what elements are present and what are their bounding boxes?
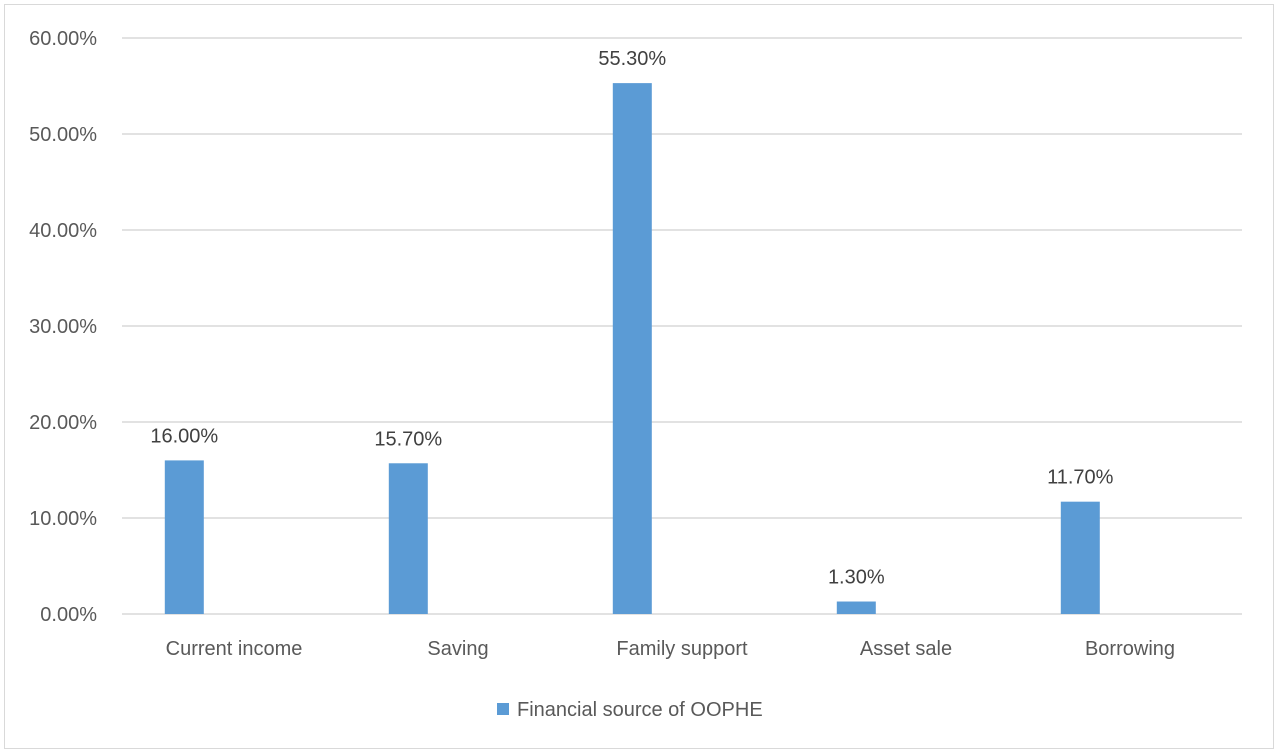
data-label: 1.30% [828,567,885,589]
y-tick-label: 60.00% [29,28,97,50]
y-tick-label: 40.00% [29,220,97,242]
bar [836,601,876,614]
y-tick-label: 30.00% [29,316,97,338]
y-axis-tick-labels: 0.00% 10.00% 20.00% 30.00% 40.00% 50.00% 60.00… [29,28,97,626]
bars [164,83,1100,615]
x-axis-tick-labels: Current income Saving Family support Asset … [166,638,1175,660]
bar [612,83,652,615]
bar [1060,501,1100,614]
bar [388,463,428,614]
x-tick-label: Borrowing [1085,638,1175,660]
data-labels: 16.00% 15.70% 55.30% 1.30% 11.70% [150,48,1113,588]
bar [164,460,204,614]
x-tick-label: Current income [166,638,303,660]
data-label: 55.30% [598,48,666,70]
gridlines [122,37,1242,615]
data-label: 16.00% [150,425,218,447]
legend-label: Financial source of OOPHE [517,699,763,721]
y-tick-label: 10.00% [29,508,97,530]
x-tick-label: Asset sale [860,638,952,660]
y-tick-label: 50.00% [29,124,97,146]
data-label: 15.70% [374,428,442,450]
x-tick-label: Saving [427,638,488,660]
data-label: 11.70% [1047,467,1114,489]
y-tick-label: 0.00% [40,604,97,626]
y-tick-label: 20.00% [29,412,97,434]
legend-swatch [497,703,509,715]
x-tick-label: Family support [616,638,748,660]
legend: Financial source of OOPHE [497,699,763,721]
